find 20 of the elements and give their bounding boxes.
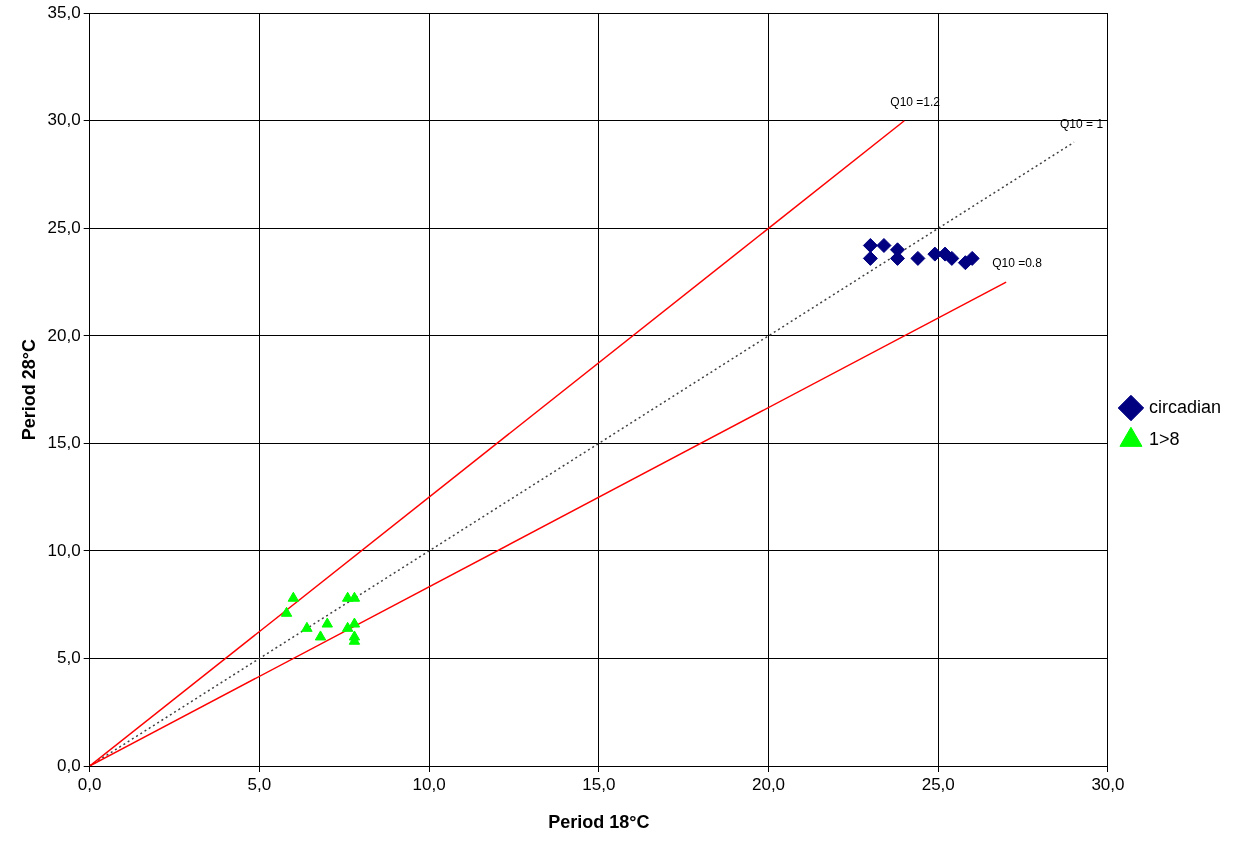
annotation: Q10 =0.8	[992, 256, 1043, 271]
x-tick-label: 30,0	[1091, 774, 1125, 794]
x-tick-label: 10,0	[412, 774, 446, 794]
y-tick-label: 20,0	[47, 325, 81, 345]
y-tick-label: 0,0	[57, 755, 81, 775]
y-tick-label: 5,0	[57, 648, 81, 668]
y-tick-label: 25,0	[47, 217, 81, 237]
y-tick-label: 30,0	[47, 110, 81, 130]
y-axis-title: Period 28°C	[18, 338, 39, 441]
y-tick-label: 10,0	[47, 540, 81, 560]
legend-label: circadian	[1148, 396, 1222, 417]
x-tick-label: 25,0	[921, 774, 955, 794]
x-tick-label: 20,0	[751, 774, 786, 794]
x-tick-label: 5,0	[247, 774, 272, 794]
y-tick-label: 15,0	[47, 433, 81, 453]
legend-label: 1>8	[1148, 428, 1180, 449]
x-axis-title: Period 18°C	[548, 812, 650, 833]
x-tick-label: 0,0	[77, 774, 102, 794]
y-tick-label: 35,0	[47, 2, 81, 22]
x-tick-label: 15,0	[582, 774, 616, 794]
